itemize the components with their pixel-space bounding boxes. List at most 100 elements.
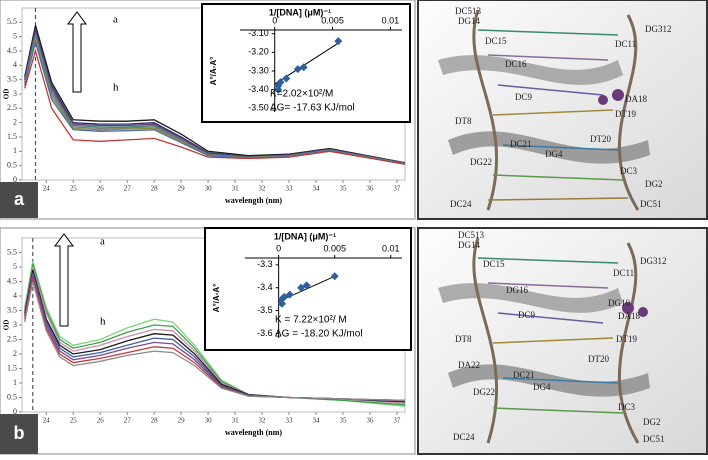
residue-label: DC51 xyxy=(643,434,665,444)
x-tick-label: 26 xyxy=(97,185,105,193)
residue-label: DG16 xyxy=(506,285,528,295)
residue-label: DA18 xyxy=(625,94,647,104)
y-axis-label: A°/A-A° xyxy=(209,57,218,86)
residue-label: DG14 xyxy=(458,240,480,250)
arrow-label: h xyxy=(113,82,119,94)
residue-label: DC24 xyxy=(453,432,475,442)
x-tick-label: 0.005 xyxy=(323,243,346,253)
residue-label: DG4 xyxy=(545,149,563,159)
x-tick-label: 26 xyxy=(97,417,105,425)
x-tick-label: 29 xyxy=(178,185,186,193)
residue-label: DG312 xyxy=(645,24,672,34)
data-point xyxy=(302,281,311,290)
y-tick-label: 3.5 xyxy=(7,74,17,83)
residue-label: DT8 xyxy=(455,116,472,126)
ligand xyxy=(612,89,624,101)
arrow xyxy=(54,233,74,327)
residue-label: DT20 xyxy=(590,134,611,144)
ligand xyxy=(622,302,634,314)
residue-label: DC15 xyxy=(485,36,507,46)
image-frame xyxy=(417,0,708,220)
x-tick-label: 24 xyxy=(43,185,51,193)
x-tick-label: 31 xyxy=(232,417,240,425)
residue-label: DC11 xyxy=(615,39,636,49)
residue-label: DG312 xyxy=(640,256,667,266)
y-tick-label: 5 xyxy=(13,31,17,40)
bases xyxy=(477,29,629,201)
residue-label: DC513 xyxy=(458,230,485,240)
structure-image xyxy=(417,0,708,220)
x-tick-label: 0 xyxy=(276,243,281,253)
y-tick-label: 4.5 xyxy=(7,46,17,55)
y-tick-label: 0.5 xyxy=(7,392,17,401)
arrow-label: a xyxy=(113,14,118,26)
y-tick-label: 5.5 xyxy=(7,17,17,26)
residue-label: DC9 xyxy=(518,310,536,320)
spectrum-line xyxy=(24,281,406,402)
annotation: K=2.02×10²/M xyxy=(270,89,333,100)
y-tick-label: -3.3 xyxy=(257,259,273,269)
data-point xyxy=(330,272,339,281)
y-tick-label: 4 xyxy=(13,291,17,300)
y-axis-label: OD xyxy=(3,320,11,331)
x-tick-label: 25 xyxy=(70,185,78,193)
data-point xyxy=(285,290,294,299)
y-tick-label: -3.5 xyxy=(257,305,273,315)
x-tick-label: 33 xyxy=(286,417,294,425)
x-tick-label: 37 xyxy=(393,185,401,193)
backbone xyxy=(472,9,499,211)
y-tick-label: 3 xyxy=(13,320,17,329)
y-tick-label: -3.6 xyxy=(257,328,273,338)
x-tick-label: 31 xyxy=(232,185,240,193)
x-tick-label: 28 xyxy=(151,417,159,425)
residue-label: DG22 xyxy=(473,387,495,397)
x-tick-label: 0.005 xyxy=(321,15,344,25)
y-tick-label: 1.5 xyxy=(7,132,17,141)
residue-label: DC3 xyxy=(618,402,636,412)
structure-image xyxy=(417,227,708,455)
y-tick-label: 0 xyxy=(13,175,17,184)
x-tick-label: 0.01 xyxy=(382,15,400,25)
panel-label-box xyxy=(0,414,38,454)
y-tick-label: -3.30 xyxy=(248,65,269,75)
x-tick-label: 25 xyxy=(70,417,78,425)
y-tick-label: 1 xyxy=(13,146,17,155)
panel-label: a xyxy=(14,189,25,209)
x-tick-label: 27 xyxy=(124,185,132,193)
y-tick-label: 2.5 xyxy=(7,334,17,343)
y-tick-label: 3 xyxy=(13,89,17,98)
x-tick-label: 33 xyxy=(286,185,294,193)
y-tick-label: -3.10 xyxy=(248,28,269,38)
spectrum-line xyxy=(24,48,406,165)
ligand xyxy=(638,307,648,317)
x-tick-label: 28 xyxy=(151,185,159,193)
x-tick-label: 37 xyxy=(393,417,401,425)
x-tick-label: 34 xyxy=(312,417,320,425)
backbone xyxy=(472,237,499,444)
residue-label: DC24 xyxy=(450,199,472,209)
x-tick-label: 32 xyxy=(259,185,267,193)
residue-label: DT20 xyxy=(588,354,609,364)
residue-label: DG22 xyxy=(470,157,492,167)
residue-label: DT19 xyxy=(616,334,637,344)
residue-label: DC21 xyxy=(510,139,532,149)
x-axis-label: wavelength (nm) xyxy=(225,196,282,205)
x-tick-label: 30 xyxy=(205,185,213,193)
residue-label: DC15 xyxy=(483,259,505,269)
y-tick-label: 1.5 xyxy=(7,363,17,372)
residue-label: DC3 xyxy=(620,166,638,176)
x-axis-label: wavelength (nm) xyxy=(225,428,282,437)
ribbon xyxy=(438,55,623,85)
backbone xyxy=(618,14,640,211)
residue-label: DG2 xyxy=(643,417,661,427)
arrow xyxy=(67,11,87,93)
bases xyxy=(477,257,624,414)
panel-label: b xyxy=(14,423,25,443)
x-tick-label: 34 xyxy=(312,185,320,193)
arrow-label: h xyxy=(100,316,106,328)
ribbon xyxy=(438,283,623,313)
annotation: ΔG= -17.63 KJ/mol xyxy=(270,103,355,114)
residue-label: DG4 xyxy=(533,382,551,392)
data-point xyxy=(299,63,308,72)
